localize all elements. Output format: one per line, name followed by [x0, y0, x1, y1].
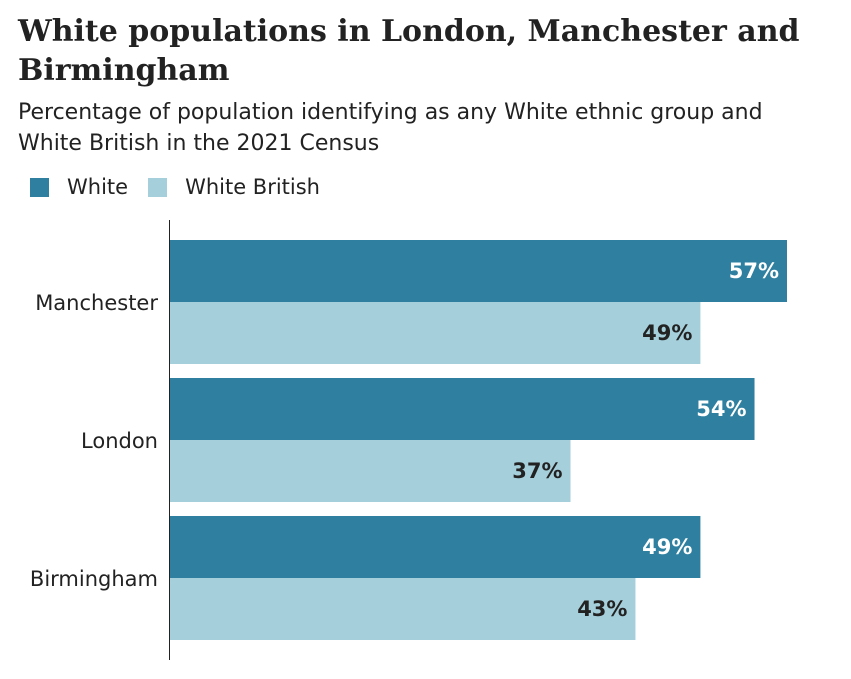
- chart-subtitle: Percentage of population identifying as …: [18, 100, 763, 156]
- bar-birmingham-white-british: [170, 578, 636, 640]
- legend-label-white: White: [67, 175, 129, 199]
- data-label-birmingham-white-british: 43%: [577, 597, 627, 621]
- chart-title: White populations in London, Manchester …: [18, 14, 800, 88]
- category-label-manchester: Manchester: [35, 291, 158, 315]
- category-label-birmingham: Birmingham: [30, 567, 158, 591]
- data-label-london-white: 54%: [696, 397, 746, 421]
- legend-swatch-white-british: [148, 177, 168, 197]
- bar-manchester-white: [170, 240, 787, 302]
- category-label-london: London: [81, 429, 158, 453]
- bar-london-white-british: [170, 440, 571, 502]
- legend-label-white-british: White British: [185, 175, 320, 199]
- bar-manchester-white-british: [170, 302, 701, 364]
- data-label-manchester-white-british: 49%: [642, 321, 692, 345]
- bar-london-white: [170, 378, 755, 440]
- legend-item-white: White: [30, 175, 128, 199]
- legend-swatch-white: [30, 177, 49, 197]
- data-label-manchester-white: 57%: [729, 259, 779, 283]
- legend-item-white-british: White British: [148, 175, 320, 199]
- bar-birmingham-white: [170, 516, 701, 578]
- data-label-london-white-british: 37%: [512, 459, 562, 483]
- legend: White White British: [30, 173, 340, 201]
- data-label-birmingham-white: 49%: [642, 535, 692, 559]
